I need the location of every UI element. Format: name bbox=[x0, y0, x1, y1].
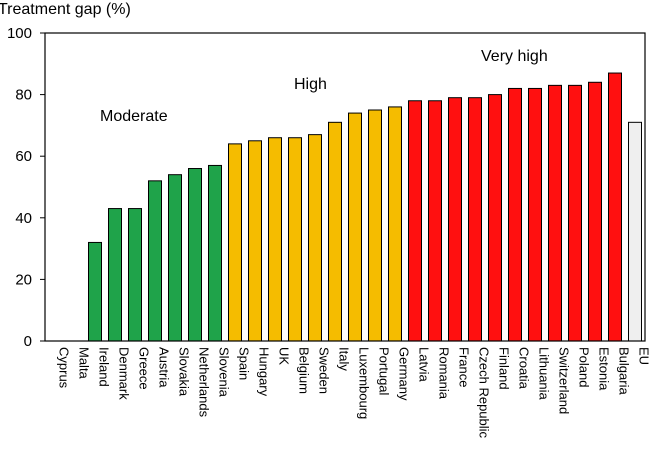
x-label-slovenia: Slovenia bbox=[217, 347, 232, 398]
bar-hungary bbox=[248, 140, 262, 342]
x-label-netherlands: Netherlands bbox=[197, 347, 212, 418]
y-tick-label-100: 100 bbox=[7, 25, 32, 42]
x-label-ireland: Ireland bbox=[97, 347, 112, 387]
y-tick-label-20: 20 bbox=[15, 271, 32, 288]
y-tick-label-80: 80 bbox=[15, 87, 32, 104]
x-label-austria: Austria bbox=[157, 347, 172, 388]
bar-latvia bbox=[408, 100, 422, 342]
bar-finland bbox=[488, 94, 502, 342]
x-label-latvia: Latvia bbox=[417, 347, 432, 382]
x-label-estonia: Estonia bbox=[597, 347, 612, 391]
y-tick-label-0: 0 bbox=[24, 333, 32, 350]
x-label-france: France bbox=[457, 347, 472, 387]
x-label-eu: EU bbox=[637, 347, 649, 365]
bar-estonia bbox=[588, 81, 602, 342]
x-label-hungary: Hungary bbox=[257, 347, 272, 397]
x-label-belgium: Belgium bbox=[297, 347, 312, 394]
plot-frame bbox=[44, 32, 646, 342]
x-label-spain: Spain bbox=[237, 347, 252, 380]
x-label-poland: Poland bbox=[577, 347, 592, 387]
bar-lithuania bbox=[528, 87, 542, 342]
x-label-slovakia: Slovakia bbox=[177, 347, 192, 397]
x-label-bulgaria: Bulgaria bbox=[617, 347, 632, 395]
bar-denmark bbox=[108, 208, 122, 342]
bar-croatia bbox=[508, 87, 522, 342]
bar-germany bbox=[388, 106, 402, 342]
x-label-switzerland: Switzerland bbox=[557, 347, 572, 414]
x-label-luxembourg: Luxembourg bbox=[357, 347, 372, 419]
x-label-sweden: Sweden bbox=[317, 347, 332, 394]
x-label-denmark: Denmark bbox=[117, 347, 132, 400]
y-tick-label-60: 60 bbox=[15, 148, 32, 165]
x-label-cyprus: Cyprus bbox=[57, 347, 72, 389]
bar-spain bbox=[228, 143, 242, 342]
bar-france bbox=[448, 97, 462, 342]
x-label-uk: UK bbox=[277, 347, 292, 365]
bar-slovakia bbox=[168, 174, 182, 342]
bar-uk bbox=[268, 137, 282, 342]
bar-ireland bbox=[88, 241, 102, 342]
y-axis-ticks: 0 20 40 60 80 100 bbox=[7, 25, 45, 350]
bar-romania bbox=[428, 100, 442, 342]
bar-belgium bbox=[288, 137, 302, 342]
x-label-italy: Italy bbox=[337, 347, 352, 371]
annotation-moderate: Moderate bbox=[100, 108, 168, 125]
x-label-malta: Malta bbox=[77, 347, 92, 380]
y-axis-title: Treatment gap (%) bbox=[0, 1, 131, 18]
annotation-very-high: Very high bbox=[481, 48, 548, 65]
bar-slovenia bbox=[208, 164, 222, 342]
bar-eu bbox=[628, 121, 642, 342]
bar-bulgaria bbox=[608, 72, 622, 342]
bar-austria bbox=[148, 180, 162, 342]
x-label-croatia: Croatia bbox=[517, 347, 532, 390]
x-label-portugal: Portugal bbox=[377, 347, 392, 396]
x-label-greece: Greece bbox=[137, 347, 152, 390]
group-annotations: Moderate High Very high bbox=[100, 48, 548, 125]
bar-poland bbox=[568, 84, 582, 342]
y-tick-label-40: 40 bbox=[15, 210, 32, 227]
x-axis-labels: Cyprus Malta Ireland Denmark Greece Austria Sl… bbox=[57, 347, 649, 439]
x-label-lithuania: Lithuania bbox=[537, 347, 552, 401]
annotation-high: High bbox=[294, 76, 327, 93]
bar-sweden bbox=[308, 134, 322, 342]
bars bbox=[88, 72, 642, 342]
bar-italy bbox=[328, 121, 342, 342]
bar-luxembourg bbox=[348, 112, 362, 342]
x-label-czech-republic: Czech Republic bbox=[477, 347, 492, 439]
bar-czech-republic bbox=[468, 97, 482, 342]
bar-portugal bbox=[368, 109, 382, 342]
bar-greece bbox=[128, 208, 142, 342]
x-label-germany: Germany bbox=[397, 347, 412, 401]
x-label-finland: Finland bbox=[497, 347, 512, 390]
bar-netherlands bbox=[188, 168, 202, 342]
bar-switzerland bbox=[548, 84, 562, 342]
x-label-romania: Romania bbox=[437, 347, 452, 400]
